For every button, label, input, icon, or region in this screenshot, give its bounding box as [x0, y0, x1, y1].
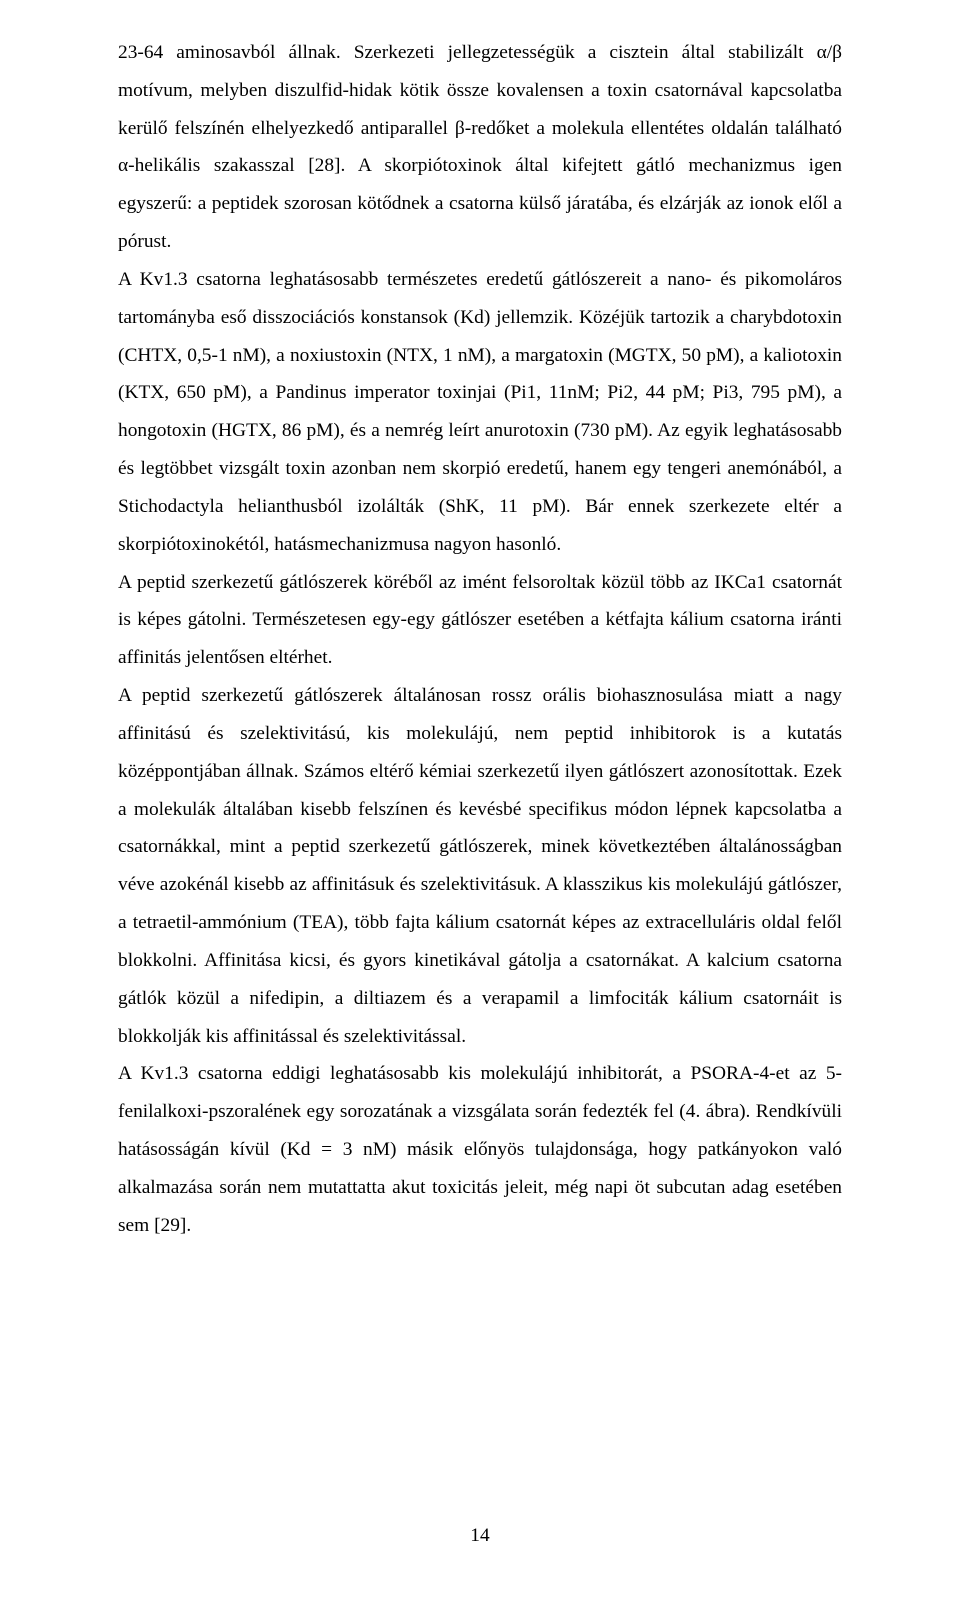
paragraph: A peptid szerkezetű gátlószerek általáno… — [118, 677, 842, 1055]
paragraph: A peptid szerkezetű gátlószerek köréből … — [118, 564, 842, 677]
page-number: 14 — [0, 1517, 960, 1555]
paragraph: 23-64 aminosavból állnak. Szerkezeti jel… — [118, 34, 842, 261]
paragraph: A Kv1.3 csatorna leghatásosabb természet… — [118, 261, 842, 564]
paragraph: A Kv1.3 csatorna eddigi leghatásosabb ki… — [118, 1055, 842, 1244]
document-page: 23-64 aminosavból állnak. Szerkezeti jel… — [0, 0, 960, 1617]
